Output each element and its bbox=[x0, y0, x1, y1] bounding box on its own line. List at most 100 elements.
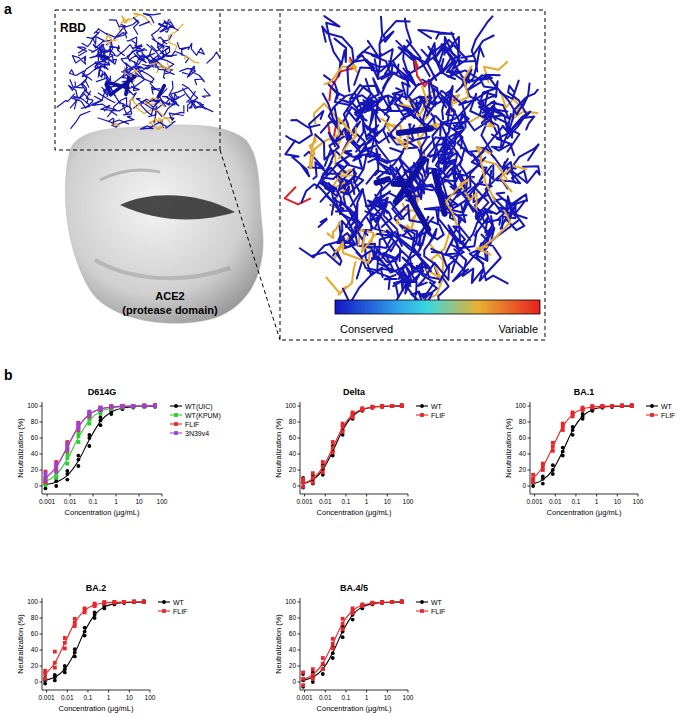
residue-trace bbox=[396, 262, 406, 290]
data-point bbox=[131, 404, 135, 408]
data-point bbox=[121, 404, 125, 408]
data-point bbox=[301, 486, 305, 490]
data-point bbox=[63, 636, 67, 640]
data-point bbox=[610, 405, 614, 409]
data-point bbox=[371, 406, 375, 410]
ace2-shade bbox=[95, 260, 230, 278]
data-point bbox=[551, 472, 555, 476]
y-tick-label: 0 bbox=[34, 678, 38, 685]
data-point bbox=[561, 450, 565, 454]
rbd-structure bbox=[285, 16, 540, 311]
fit-curve bbox=[533, 406, 632, 484]
ace2-shade bbox=[100, 170, 160, 180]
data-point bbox=[131, 404, 135, 408]
x-tick bbox=[638, 494, 639, 497]
data-point bbox=[610, 404, 614, 408]
residue-trace bbox=[351, 173, 356, 194]
data-point bbox=[109, 406, 113, 410]
color-scale bbox=[335, 300, 540, 314]
data-point bbox=[311, 677, 315, 681]
residue-trace bbox=[453, 249, 483, 281]
residue-trace bbox=[69, 82, 78, 98]
data-point bbox=[400, 599, 404, 603]
data-point bbox=[142, 404, 146, 408]
legend-label: FLIF bbox=[185, 421, 199, 428]
residue-trace bbox=[98, 118, 129, 124]
y-tick bbox=[40, 634, 43, 635]
data-point bbox=[54, 470, 58, 474]
data-point bbox=[311, 481, 315, 485]
data-point bbox=[121, 405, 125, 409]
data-point bbox=[131, 404, 135, 408]
data-point bbox=[321, 656, 325, 660]
data-point bbox=[390, 600, 394, 604]
residue-trace bbox=[150, 63, 171, 71]
y-tick-label: 0 bbox=[34, 482, 38, 489]
y-tick bbox=[528, 486, 531, 487]
residue-trace bbox=[477, 212, 510, 255]
data-point bbox=[551, 441, 555, 445]
residue-trace bbox=[109, 118, 114, 124]
chart-title: Delta bbox=[343, 387, 366, 397]
y-tick-label: 80 bbox=[31, 418, 39, 425]
data-point bbox=[131, 404, 135, 408]
data-point bbox=[93, 611, 97, 615]
data-point bbox=[620, 404, 624, 408]
data-point bbox=[630, 404, 634, 408]
data-point bbox=[321, 471, 325, 475]
data-point bbox=[301, 671, 305, 675]
plot-area bbox=[531, 403, 633, 488]
residue-trace bbox=[57, 94, 74, 107]
x-tick bbox=[93, 494, 94, 497]
data-point bbox=[371, 406, 375, 410]
data-point bbox=[351, 618, 355, 622]
residue-trace bbox=[158, 121, 175, 128]
legend-marker bbox=[420, 404, 424, 408]
y-tick bbox=[40, 666, 43, 667]
legend-marker bbox=[650, 413, 654, 417]
y-tick-label: 20 bbox=[289, 662, 297, 669]
chart: BA.20204060801000.0010.010.1110100Concen… bbox=[16, 583, 187, 713]
data-point bbox=[132, 599, 136, 603]
residue-trace bbox=[400, 87, 428, 117]
data-point bbox=[121, 404, 125, 408]
data-point bbox=[620, 403, 624, 407]
data-point bbox=[601, 405, 605, 409]
y-tick-label: 100 bbox=[27, 598, 38, 605]
y-tick-label: 60 bbox=[289, 630, 297, 637]
data-point bbox=[109, 406, 113, 410]
x-tick bbox=[325, 494, 326, 497]
data-point bbox=[43, 677, 47, 681]
data-point bbox=[76, 458, 80, 462]
y-tick bbox=[298, 470, 301, 471]
data-point bbox=[351, 411, 355, 415]
zoom-line bbox=[220, 10, 280, 11]
y-axis bbox=[300, 402, 301, 494]
data-point bbox=[400, 404, 404, 408]
data-point bbox=[371, 601, 375, 605]
data-point bbox=[331, 647, 335, 651]
residue-trace bbox=[422, 43, 437, 60]
y-tick bbox=[298, 406, 301, 407]
beta-strand bbox=[111, 76, 135, 94]
residue-trace bbox=[127, 37, 137, 45]
residue-trace bbox=[457, 134, 478, 155]
data-point bbox=[83, 607, 87, 611]
data-point bbox=[380, 600, 384, 604]
data-point bbox=[142, 600, 146, 604]
y-tick bbox=[40, 682, 43, 683]
data-point bbox=[99, 406, 103, 410]
y-tick-label: 100 bbox=[285, 598, 296, 605]
data-point bbox=[371, 406, 375, 410]
data-point bbox=[102, 600, 106, 604]
x-tick bbox=[67, 690, 68, 693]
y-tick-label: 40 bbox=[31, 646, 39, 653]
x-axis-label: Concentration (μg/mL) bbox=[65, 508, 140, 517]
residue-trace bbox=[285, 141, 309, 177]
data-point bbox=[551, 449, 555, 453]
residue-trace bbox=[202, 89, 210, 98]
data-point bbox=[142, 404, 146, 408]
x-tick bbox=[366, 494, 367, 497]
data-point bbox=[142, 405, 146, 409]
data-point bbox=[142, 600, 146, 604]
